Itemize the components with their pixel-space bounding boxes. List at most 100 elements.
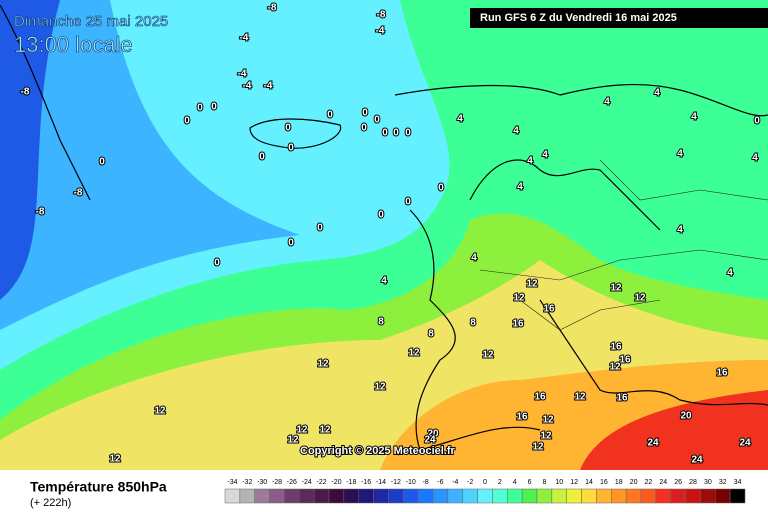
isotherm-label: 24 xyxy=(691,455,703,466)
legend-tick-label: -4 xyxy=(452,479,458,486)
legend-swatch xyxy=(239,488,255,504)
isotherm-label: 16 xyxy=(610,342,622,353)
legend-tick-label: 6 xyxy=(528,479,532,486)
legend-tick-label: -28 xyxy=(272,479,282,486)
legend-tick-label: -10 xyxy=(406,479,416,486)
legend-swatch xyxy=(403,488,419,504)
coastline-scandinavia xyxy=(469,159,661,231)
isotherm-label: 0 xyxy=(393,128,399,139)
isotherm-label: 12 xyxy=(482,350,494,361)
isotherm-label: 0 xyxy=(378,210,384,221)
isotherm-label: 24 xyxy=(424,435,436,446)
isotherm-label: -8 xyxy=(21,87,30,98)
legend-swatch xyxy=(477,488,493,504)
isotherm-label: 0 xyxy=(99,157,105,168)
legend-tick-label: 14 xyxy=(585,479,593,486)
legend-swatch xyxy=(313,488,330,504)
legend-tick-label: -34 xyxy=(227,479,237,486)
isotherm-label: 0 xyxy=(374,115,380,126)
legend-tick-label: -30 xyxy=(257,479,267,486)
legend-tick-label: 0 xyxy=(483,479,487,486)
isotherm-label: 12 xyxy=(542,415,554,426)
isotherm-label: 12 xyxy=(374,382,386,393)
isotherm-label: 4 xyxy=(471,253,477,264)
coastline-iceland xyxy=(249,118,342,149)
legend-tick-label: 12 xyxy=(570,479,578,486)
legend-tick-label: -18 xyxy=(346,479,356,486)
legend-tick-label: -22 xyxy=(317,479,327,486)
isotherm-label: 12 xyxy=(610,283,622,294)
forecast-time: 13:00 locale xyxy=(14,32,133,57)
isotherm-label: 4 xyxy=(527,156,533,167)
copyright: Copyright © 2025 Meteociel.fr xyxy=(300,445,456,457)
isotherm-label: 12 xyxy=(513,293,525,304)
legend-swatch xyxy=(685,488,701,504)
legend-swatch xyxy=(625,488,642,504)
legend-tick-label: -20 xyxy=(331,479,341,486)
isotherm-label: -8 xyxy=(377,10,386,21)
legend-tick-label: 34 xyxy=(734,479,742,486)
legend-swatch xyxy=(670,488,686,504)
legend-swatch xyxy=(611,488,627,504)
legend-tick-label: -6 xyxy=(437,479,443,486)
isotherm-label: 4 xyxy=(604,97,610,108)
legend-tick-label: -14 xyxy=(376,479,386,486)
isotherm-label: 12 xyxy=(634,293,646,304)
isotherm-label: 0 xyxy=(259,152,265,163)
isotherm-label: 12 xyxy=(296,425,308,436)
isotherm-label: 16 xyxy=(616,393,628,404)
isotherm-label: 4 xyxy=(677,225,683,236)
isotherm-label: 0 xyxy=(211,102,217,113)
legend-swatch xyxy=(254,488,270,504)
isotherm-label: 0 xyxy=(382,128,388,139)
isotherm-label: -4 xyxy=(243,81,252,92)
legend-swatch xyxy=(655,488,671,504)
legend-tick-label: 4 xyxy=(513,479,517,486)
legend-swatch xyxy=(224,488,241,504)
legend-tick-label: 32 xyxy=(719,479,727,486)
legend-title: Température 850hPa xyxy=(30,479,167,495)
isotherm-label: 4 xyxy=(677,149,683,160)
isotherm-label: -4 xyxy=(264,81,273,92)
isotherm-label: 0 xyxy=(438,183,444,194)
isotherm-label: 4 xyxy=(727,268,733,279)
isotherm-label: 0 xyxy=(214,258,220,269)
isotherm-label: 0 xyxy=(197,103,203,114)
isotherm-label: 12 xyxy=(154,406,166,417)
legend-tick-label: 16 xyxy=(600,479,608,486)
isotherm-label: 4 xyxy=(752,153,758,164)
legend-tick-label: 30 xyxy=(704,479,712,486)
isotherm-label: 12 xyxy=(609,362,621,373)
coastline-med xyxy=(539,299,768,406)
isotherm-label: 12 xyxy=(319,425,331,436)
legend-tick-label: -8 xyxy=(422,479,428,486)
isotherm-label: 0 xyxy=(327,110,333,121)
isotherm-label: -8 xyxy=(268,3,277,14)
legend-swatch xyxy=(343,488,359,504)
legend-swatch xyxy=(581,488,597,504)
legend-tick-label: 28 xyxy=(689,479,697,486)
legend-swatch xyxy=(715,488,731,504)
legend-swatch xyxy=(507,488,523,504)
isotherm-label: 20 xyxy=(427,429,439,440)
isotherm-label: -4 xyxy=(238,69,247,80)
legend-swatch xyxy=(417,488,434,504)
isotherm-label: 4 xyxy=(457,114,463,125)
legend-swatch xyxy=(269,488,285,504)
isotherm-label: 4 xyxy=(691,112,697,123)
legend-swatch xyxy=(551,488,567,504)
run-info: Run GFS 6 Z du Vendredi 16 mai 2025 xyxy=(480,12,677,24)
isotherm-label: 4 xyxy=(654,88,660,99)
isotherm-label: 16 xyxy=(512,319,524,330)
isotherm-label: 0 xyxy=(405,197,411,208)
legend-tick-label: 18 xyxy=(615,479,623,486)
legend-tick-label: -26 xyxy=(287,479,297,486)
legend-swatch xyxy=(447,488,463,504)
isotherm-label: 12 xyxy=(109,454,121,465)
isotherm-label: 12 xyxy=(540,431,552,442)
legend-tick-label: 20 xyxy=(630,479,638,486)
legend-tick-label: -2 xyxy=(467,479,473,486)
isotherm-label: 16 xyxy=(534,392,546,403)
legend-swatch xyxy=(566,488,582,504)
